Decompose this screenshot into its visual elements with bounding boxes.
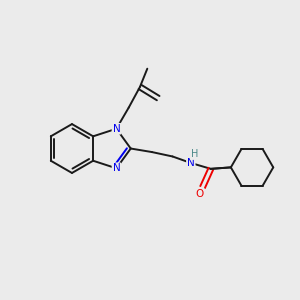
- Text: N: N: [112, 163, 120, 173]
- Text: N: N: [187, 158, 195, 168]
- Text: N: N: [112, 124, 120, 134]
- Text: O: O: [196, 189, 204, 199]
- Text: H: H: [191, 149, 198, 159]
